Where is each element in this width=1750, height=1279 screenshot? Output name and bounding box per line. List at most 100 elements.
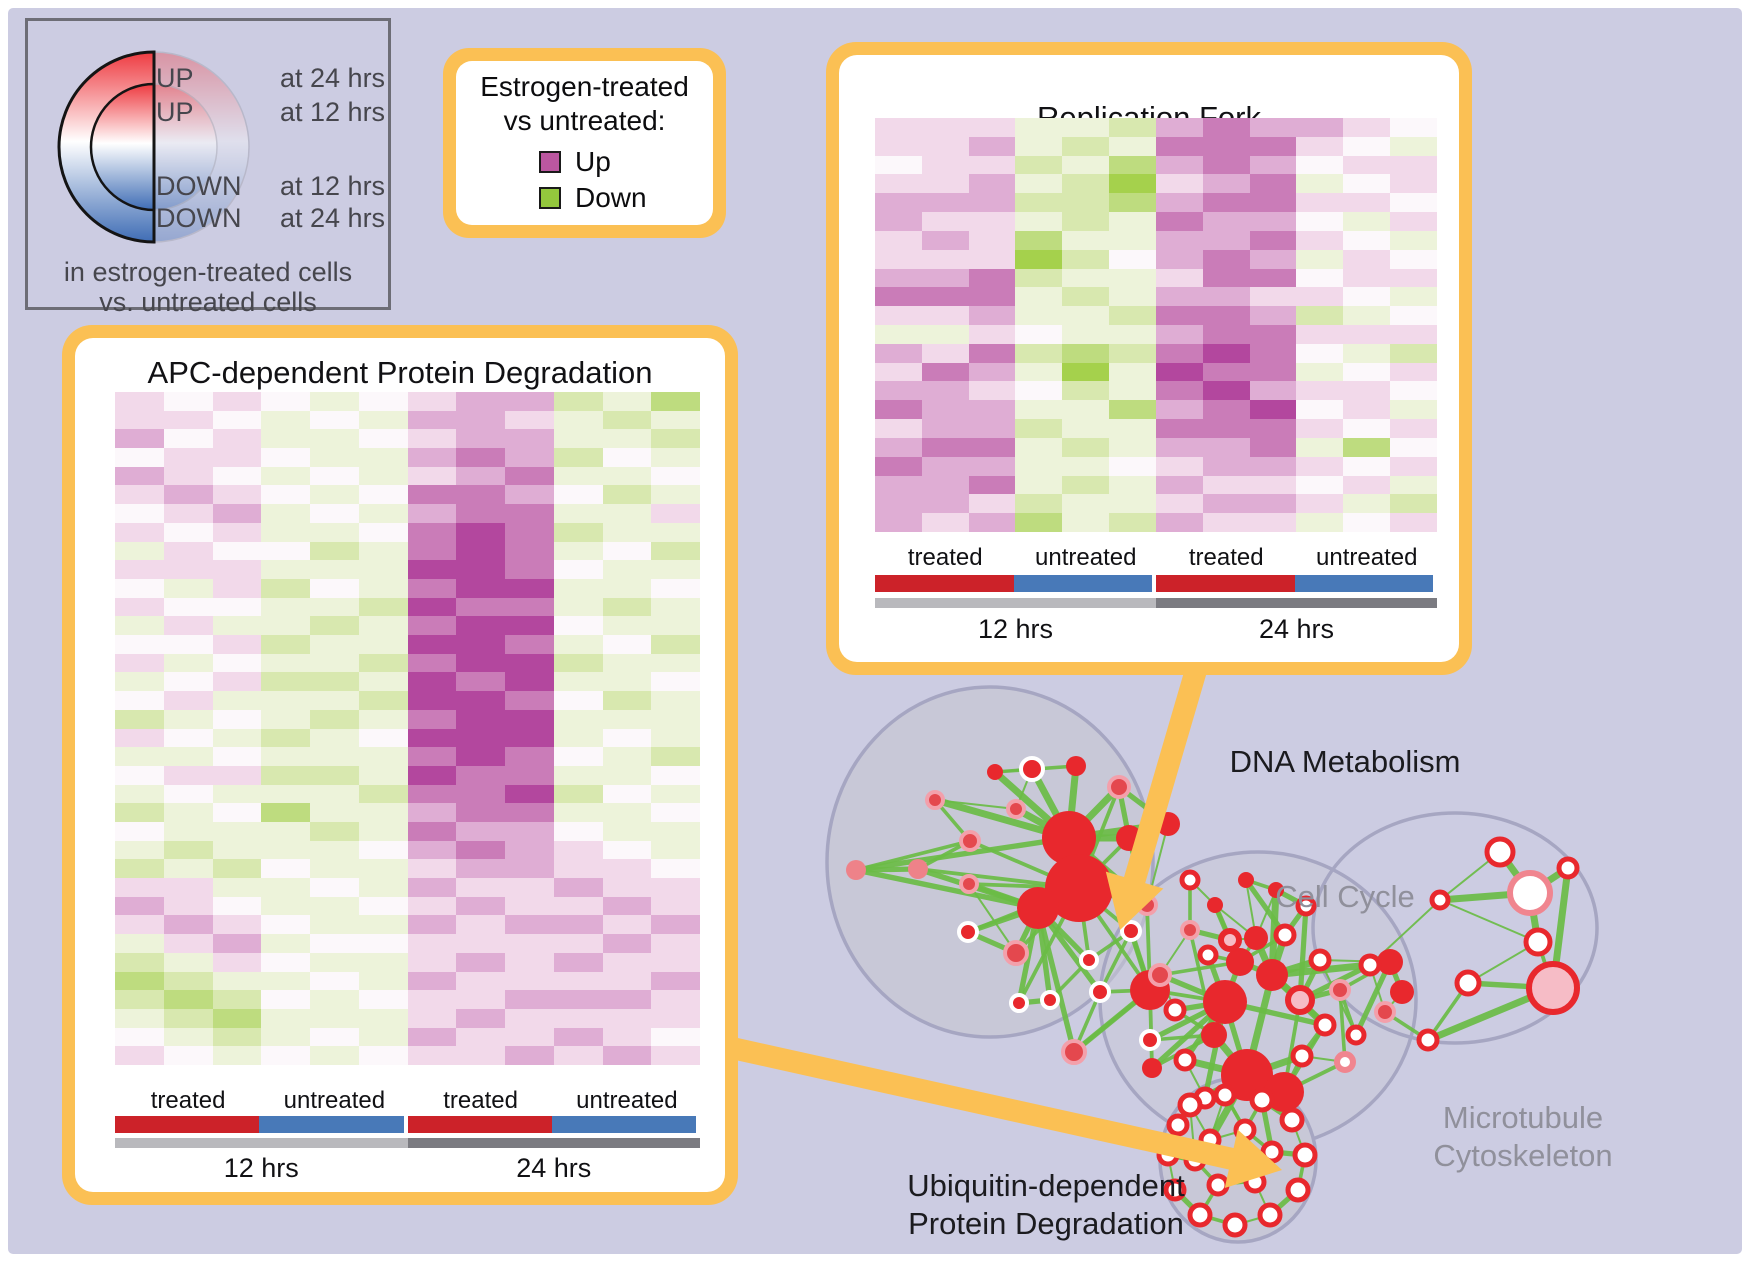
heatmap-cell xyxy=(163,597,213,617)
heatmap-cell xyxy=(651,878,700,897)
heatmap-cell xyxy=(1296,118,1344,137)
heatmap-cell xyxy=(875,343,922,363)
heatmap-cell xyxy=(261,410,310,430)
down-swatch-icon xyxy=(539,187,561,209)
heatmap-cell xyxy=(261,429,310,449)
heatmap-cell xyxy=(310,896,359,916)
heatmap-cell xyxy=(1390,118,1437,137)
heatmap-cell xyxy=(1062,437,1110,457)
heatmap-cell xyxy=(553,466,603,486)
treated-bar-segment xyxy=(407,1116,552,1133)
heatmap-cell xyxy=(358,859,408,879)
heatmap-cell xyxy=(505,765,554,785)
heatmap-cell xyxy=(1109,419,1156,438)
heatmap-cell xyxy=(1015,419,1063,438)
heatmap-cell xyxy=(651,747,700,766)
heatmap-cell xyxy=(163,578,213,598)
heatmap-cell xyxy=(651,709,700,729)
heatmap-cell xyxy=(358,784,408,804)
heatmap-cell xyxy=(553,597,603,617)
heatmap-cell xyxy=(602,522,652,542)
heatmap-cell xyxy=(1390,155,1437,175)
heatmap-cell xyxy=(1202,400,1250,420)
heatmap-cell xyxy=(1062,362,1110,382)
heatmap-cell xyxy=(163,691,213,710)
heatmap-cell xyxy=(1249,155,1297,175)
heatmap-cell xyxy=(505,840,554,860)
network-node xyxy=(1173,1048,1197,1072)
heatmap-cell xyxy=(921,343,969,363)
heatmap-cell xyxy=(505,691,554,710)
heatmap-cell xyxy=(1155,381,1203,401)
heatmap-cell xyxy=(1202,362,1250,382)
bar-12hrs-segment xyxy=(115,1138,408,1148)
heatmap-cell xyxy=(505,522,554,542)
heatmap-cell xyxy=(1109,212,1156,231)
heatmap-cell xyxy=(115,410,164,430)
heatmap-cell xyxy=(261,466,310,486)
heatmap-cell xyxy=(1015,362,1063,382)
heatmap-cell xyxy=(115,878,164,897)
heatmap-cell xyxy=(1390,212,1437,231)
heatmap-cell xyxy=(1202,381,1250,401)
heatmap-cell xyxy=(505,747,554,766)
heatmap-cell xyxy=(310,541,359,561)
heatmap-cell xyxy=(407,1027,457,1047)
heatmap-cell xyxy=(553,392,603,411)
network-edge xyxy=(1297,905,1309,1001)
heatmap-cell xyxy=(1202,155,1250,175)
heatmap-cell xyxy=(115,672,164,692)
heatmap-cell xyxy=(456,672,505,692)
up-down-gradient-rings xyxy=(57,50,250,244)
heatmap-cell xyxy=(1015,212,1063,231)
heatmap-cell xyxy=(163,1008,213,1028)
heatmap-cell xyxy=(651,915,700,935)
heatmap-cell xyxy=(651,410,700,430)
heatmap-cell xyxy=(875,118,922,137)
heatmap-cell xyxy=(163,803,213,822)
heatmap-cell xyxy=(1155,212,1203,231)
heatmap-cell xyxy=(115,896,164,916)
heatmap-cell xyxy=(1109,118,1156,137)
heatmap-cell xyxy=(602,859,652,879)
heatmap-cell xyxy=(651,429,700,449)
heatmap-cell xyxy=(1155,400,1203,420)
heatmap-cell xyxy=(407,915,457,935)
heatmap-cell xyxy=(651,896,700,916)
heatmap-cell xyxy=(310,410,359,430)
arrow-replication-fork-to-dna-head-icon xyxy=(1105,871,1164,930)
heatmap-cell xyxy=(115,971,164,991)
heatmap-cell xyxy=(261,691,310,710)
heatmap-cell xyxy=(1109,155,1156,175)
heatmap-cell xyxy=(553,691,603,710)
heatmap-cell xyxy=(1343,456,1391,476)
heatmap-cell xyxy=(456,691,505,710)
heatmap-cell xyxy=(163,765,213,785)
heatmap-cell xyxy=(505,990,554,1009)
heatmap-cell xyxy=(921,437,969,457)
heatmap-cell xyxy=(1249,381,1297,401)
heatmap-cell xyxy=(1155,419,1203,438)
legend-item-up: Up xyxy=(539,146,611,178)
network-node xyxy=(1061,1039,1087,1065)
heatmap-cell xyxy=(1155,118,1203,137)
heatmap-cell xyxy=(602,971,652,991)
heatmap-cell xyxy=(212,1046,262,1065)
heatmap-cell xyxy=(358,448,408,467)
heatmap-cell xyxy=(456,784,505,804)
heatmap-cell xyxy=(310,485,359,505)
heatmap-cell xyxy=(163,429,213,449)
heatmap-cell xyxy=(1296,475,1344,495)
heatmap-cell xyxy=(1202,494,1250,514)
heatmap-cell xyxy=(1015,249,1063,269)
heatmap-cell xyxy=(261,392,310,411)
heatmap-cell xyxy=(1062,306,1110,325)
heatmap-cell xyxy=(456,896,505,916)
heatmap-cell xyxy=(358,971,408,991)
heatmap-cell xyxy=(651,466,700,486)
heatmap-cell xyxy=(407,560,457,579)
heatmap-cell xyxy=(1109,268,1156,288)
heatmap-cell xyxy=(1249,494,1297,514)
network-node xyxy=(1290,1044,1314,1068)
heatmap-cell xyxy=(212,429,262,449)
